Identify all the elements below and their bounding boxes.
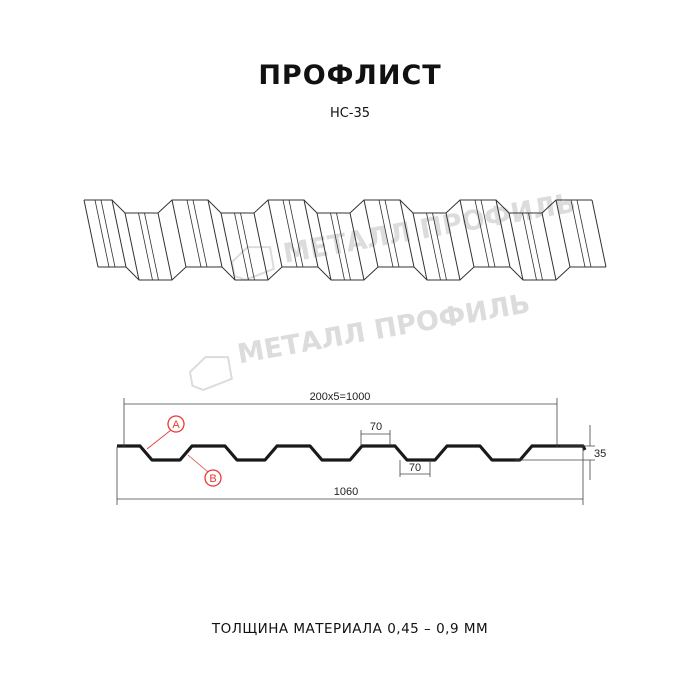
marker-b-label: B: [209, 473, 216, 485]
fold-line: [495, 199, 511, 268]
rib-line: [186, 199, 202, 268]
fold-line: [363, 199, 379, 268]
rib-line: [378, 199, 394, 268]
fold-line: [207, 199, 223, 268]
fold-line: [459, 199, 475, 268]
rib-line: [426, 212, 441, 281]
dim-pitch: 200x5=1000: [310, 391, 371, 403]
marker-b: B: [187, 454, 222, 487]
fold-line: [445, 212, 461, 281]
rib-line: [384, 199, 400, 268]
profile-cross-section: [117, 444, 587, 462]
dim-top-flat: 70: [370, 421, 382, 433]
watermark-logo-2: МЕТАЛЛ ПРОФИЛЬ: [188, 288, 533, 392]
rib-line: [288, 199, 304, 268]
page-title: ПРОФЛИСТ: [258, 60, 442, 91]
rib-line: [528, 212, 543, 281]
rib-line: [240, 212, 255, 281]
rib-line: [480, 199, 496, 268]
watermark-text: МЕТАЛЛ ПРОФИЛЬ: [235, 288, 532, 370]
fold-line: [253, 212, 269, 281]
material-thickness-note: ТОЛЩИНА МАТЕРИАЛА 0,45 – 0,9 ММ: [211, 621, 489, 637]
rib-line: [474, 199, 490, 268]
fold-line: [591, 199, 607, 268]
rib-line: [576, 199, 592, 268]
fold-line: [412, 212, 428, 281]
fold-line: [541, 212, 557, 281]
marker-a: A: [146, 415, 185, 450]
profile-3d-view: [83, 199, 607, 281]
rib-line: [336, 212, 351, 281]
rib-line: [144, 212, 159, 281]
fold-line: [316, 212, 332, 281]
fold-line: [399, 199, 415, 268]
fold-line: [220, 212, 236, 281]
fold-line: [555, 199, 571, 268]
fold-line: [83, 199, 99, 268]
dim-bottom-flat: 70: [409, 462, 421, 474]
fold-line: [303, 199, 319, 268]
rib-line: [100, 199, 116, 268]
rib-line: [522, 212, 537, 281]
profile-back-edge: [84, 199, 592, 214]
rib-line: [138, 212, 153, 281]
fold-line: [508, 212, 524, 281]
dimension-lines: [116, 398, 595, 505]
dim-height: 35: [594, 448, 606, 460]
fold-line: [349, 212, 365, 281]
fold-line: [267, 199, 283, 268]
rib-line: [234, 212, 249, 281]
rib-line: [282, 199, 298, 268]
fold-line: [111, 199, 127, 268]
profile-line: [117, 444, 587, 462]
profile-front-edge: [98, 266, 606, 281]
fold-line: [171, 199, 187, 268]
marker-a-label: A: [172, 419, 180, 431]
rib-line: [330, 212, 345, 281]
dim-total-width: 1060: [334, 486, 358, 498]
rib-line: [570, 199, 586, 268]
fold-line: [157, 212, 173, 281]
page-subtitle: НС-35: [329, 106, 371, 121]
rib-line: [192, 199, 208, 268]
rib-line: [94, 199, 110, 268]
fold-line: [124, 212, 140, 281]
rib-line: [432, 212, 447, 281]
